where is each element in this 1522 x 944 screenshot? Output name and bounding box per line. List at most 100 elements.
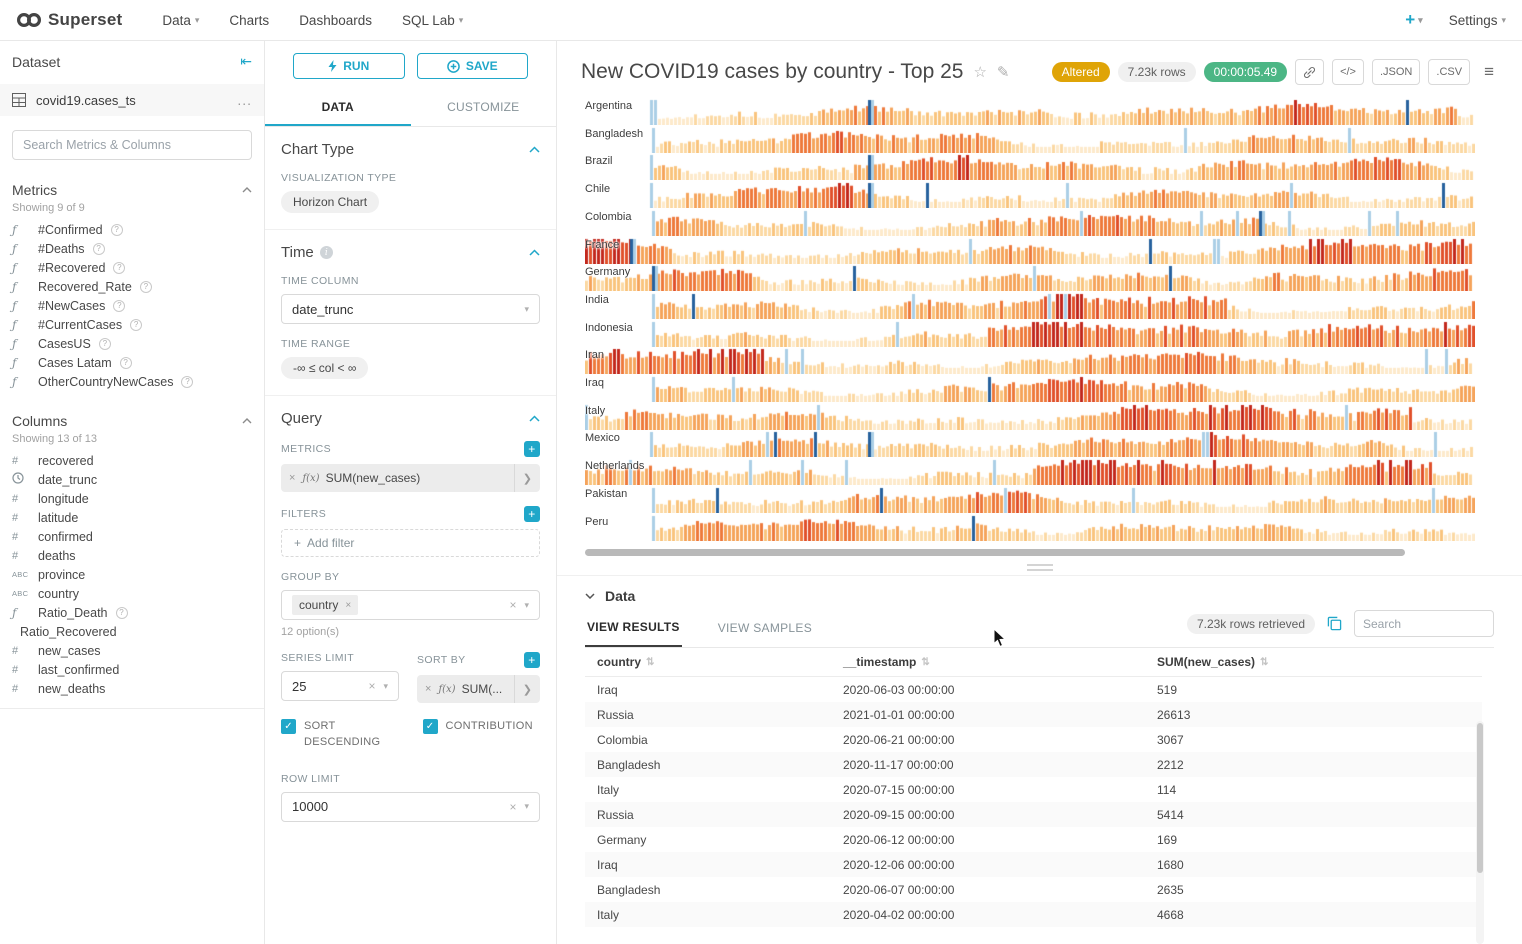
add-metric-button[interactable]: + <box>524 441 540 457</box>
horizon-row[interactable]: Iran <box>585 348 1475 374</box>
column-item[interactable]: ABCcountry <box>0 584 264 603</box>
results-section-title[interactable]: Data <box>605 588 635 604</box>
group-by-chip[interactable]: country× <box>292 595 358 615</box>
clear-icon[interactable]: × <box>368 679 375 693</box>
column-item[interactable]: ABCprovince <box>0 565 264 584</box>
metric-item[interactable]: ƒ#Confirmed? <box>0 220 264 239</box>
column-item[interactable]: #last_confirmed <box>0 660 264 679</box>
help-icon[interactable]: ? <box>140 281 152 293</box>
edit-properties-icon[interactable]: ✎ <box>997 63 1010 81</box>
horizon-row[interactable]: Chile <box>585 182 1475 208</box>
collapse-panel-icon[interactable]: ⇤ <box>240 53 252 70</box>
add-filter-dropzone[interactable]: + Add filter <box>281 529 540 557</box>
chevron-up-icon[interactable] <box>242 418 252 424</box>
nav-data[interactable]: Data▾ <box>162 13 199 28</box>
new-item-button[interactable]: +▾ <box>1405 10 1422 30</box>
horizon-row[interactable]: Iraq <box>585 376 1475 402</box>
horizon-chart[interactable]: ArgentinaBangladeshBrazilChileColombiaFr… <box>585 99 1475 543</box>
horizon-row[interactable]: Indonesia <box>585 321 1475 347</box>
sort-icon[interactable]: ⇅ <box>646 657 654 668</box>
group-by-select[interactable]: country× × ▾ <box>281 590 540 620</box>
horizon-row[interactable]: Italy <box>585 404 1475 430</box>
column-item[interactable]: #latitude <box>0 508 264 527</box>
column-header-country[interactable]: country⇅ <box>585 648 831 676</box>
horizon-row[interactable]: France <box>585 238 1475 264</box>
metric-item[interactable]: ƒOtherCountryNewCases? <box>0 372 264 391</box>
horizontal-scrollbar[interactable] <box>585 549 1405 556</box>
column-item[interactable]: date_trunc <box>0 470 264 489</box>
horizon-row[interactable]: Brazil <box>585 154 1475 180</box>
viz-type-value[interactable]: Horizon Chart <box>281 191 379 213</box>
chevron-down-icon[interactable] <box>585 593 595 599</box>
metric-item[interactable]: ƒ#Recovered? <box>0 258 264 277</box>
nav-sql-lab[interactable]: SQL Lab▾ <box>402 13 463 28</box>
nav-charts[interactable]: Charts <box>229 13 269 28</box>
horizon-row[interactable]: Bangladesh <box>585 127 1475 153</box>
export-json-button[interactable]: .JSON <box>1372 59 1420 85</box>
resize-handle[interactable] <box>1027 564 1053 571</box>
nav-dashboards[interactable]: Dashboards <box>299 13 372 28</box>
help-icon[interactable]: ? <box>181 376 193 388</box>
chevron-up-icon[interactable] <box>242 187 252 193</box>
save-button[interactable]: SAVE <box>417 53 529 79</box>
settings-menu[interactable]: Settings▾ <box>1449 13 1506 28</box>
contribution-checkbox[interactable]: ✓ <box>423 719 438 734</box>
run-button[interactable]: RUN <box>293 53 405 79</box>
column-item[interactable]: #recovered <box>0 451 264 470</box>
metric-item[interactable]: ƒ#NewCases? <box>0 296 264 315</box>
metric-item[interactable]: ƒCases Latam? <box>0 353 264 372</box>
metrics-columns-search[interactable] <box>12 130 252 160</box>
help-icon[interactable]: ? <box>113 262 125 274</box>
copy-link-button[interactable] <box>1295 59 1324 85</box>
chevron-up-icon[interactable] <box>529 415 540 422</box>
help-icon[interactable]: ? <box>93 243 105 255</box>
metric-item[interactable]: ƒCasesUS? <box>0 334 264 353</box>
column-item[interactable]: ƒRatio_Death? <box>0 603 264 622</box>
sort-icon[interactable]: ⇅ <box>1260 657 1268 668</box>
tab-customize[interactable]: CUSTOMIZE <box>411 91 557 126</box>
series-limit-select[interactable]: 25 × ▾ <box>281 671 399 701</box>
tab-data[interactable]: DATA <box>265 91 411 126</box>
vertical-scrollbar[interactable] <box>1476 721 1484 944</box>
time-range-value[interactable]: -∞ ≤ col < ∞ <box>281 357 368 379</box>
horizon-row[interactable]: Netherlands <box>585 459 1475 485</box>
chart-menu-icon[interactable]: ≡ <box>1484 62 1494 82</box>
dataset-options-icon[interactable]: ... <box>237 92 252 108</box>
column-item[interactable]: #longitude <box>0 489 264 508</box>
embed-code-button[interactable]: </> <box>1332 59 1364 85</box>
superset-logo[interactable]: Superset <box>16 10 122 30</box>
horizon-row[interactable]: Mexico <box>585 431 1475 457</box>
sort-by-chip[interactable]: × ƒ(x) SUM(... ❯ <box>417 675 540 703</box>
metric-chip[interactable]: × ƒ(x) SUM(new_cases) ❯ <box>281 464 540 492</box>
sort-icon[interactable]: ⇅ <box>921 657 929 668</box>
export-csv-button[interactable]: .CSV <box>1428 59 1470 85</box>
help-icon[interactable]: ? <box>120 357 132 369</box>
favorite-star-icon[interactable]: ☆ <box>973 63 986 81</box>
column-item[interactable]: #new_deaths <box>0 679 264 698</box>
horizon-row[interactable]: Germany <box>585 265 1475 291</box>
scrollbar-thumb[interactable] <box>1477 723 1483 873</box>
clear-icon[interactable]: × <box>509 598 516 612</box>
help-icon[interactable]: ? <box>99 338 111 350</box>
results-search-input[interactable] <box>1354 610 1494 637</box>
add-sort-button[interactable]: + <box>524 652 540 668</box>
time-column-select[interactable]: date_trunc ▾ <box>281 294 540 324</box>
help-icon[interactable]: ? <box>116 607 128 619</box>
search-input[interactable] <box>23 138 241 152</box>
column-item[interactable]: #new_cases <box>0 641 264 660</box>
chevron-up-icon[interactable] <box>529 249 540 256</box>
row-limit-select[interactable]: 10000 × ▾ <box>281 792 540 822</box>
horizon-row[interactable]: Colombia <box>585 210 1475 236</box>
clear-icon[interactable]: × <box>509 800 516 814</box>
horizon-row[interactable]: Peru <box>585 515 1475 541</box>
help-icon[interactable]: ? <box>113 300 125 312</box>
chevron-up-icon[interactable] <box>529 146 540 153</box>
column-item[interactable]: Ratio_Recovered <box>0 622 264 641</box>
horizon-row[interactable]: Pakistan <box>585 487 1475 513</box>
dataset-selector[interactable]: covid19.cases_ts ... <box>0 84 264 116</box>
copy-icon[interactable] <box>1327 616 1342 631</box>
metric-item[interactable]: ƒ#Deaths? <box>0 239 264 258</box>
altered-badge[interactable]: Altered <box>1052 62 1110 82</box>
column-header-sum[interactable]: SUM(new_cases)⇅ <box>1145 648 1482 676</box>
add-filter-button[interactable]: + <box>524 506 540 522</box>
